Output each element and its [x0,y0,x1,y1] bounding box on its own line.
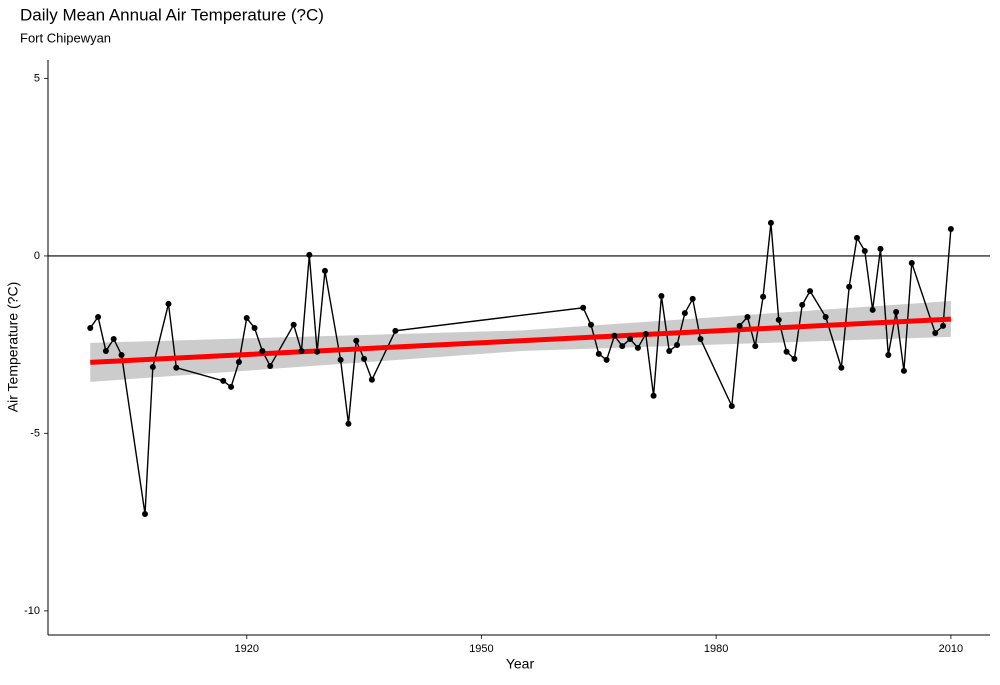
data-point [392,327,399,334]
data-point [298,348,305,355]
data-point [220,377,227,384]
data-point [361,355,368,362]
data-point [877,245,884,252]
data-point [736,322,743,329]
data-point [846,283,853,290]
x-axis-label: Year [506,656,535,672]
data-point [783,348,790,355]
data-point [321,267,328,274]
data-point [595,350,602,357]
data-point [228,383,235,390]
data-point [627,335,634,342]
data-point [853,234,860,241]
data-point [314,348,321,355]
data-point [337,356,344,363]
data-point [861,247,868,254]
y-axis-label: Air Temperature (?C) [5,282,21,412]
data-point [642,331,649,338]
data-point [619,343,626,350]
y-tick-label: -5 [30,427,40,439]
data-point [368,376,375,383]
data-point [110,335,117,342]
data-point [728,403,735,410]
x-tick-label: 1950 [469,643,493,655]
data-point [580,304,587,311]
data-point [838,364,845,371]
data-point [752,343,759,350]
data-point [634,344,641,351]
y-tick-label: -10 [24,605,40,617]
x-tick-label: 1980 [704,643,728,655]
data-point [243,315,250,322]
data-point [345,420,352,427]
data-point [173,364,180,371]
data-point [251,324,258,331]
data-point [908,260,915,267]
data-point [689,295,696,302]
data-point [306,251,313,258]
data-point [267,362,274,369]
data-point [697,335,704,342]
data-point [940,322,947,329]
data-point [603,356,610,363]
chart-title: Daily Mean Annual Air Temperature (?C) [20,5,324,24]
data-point [149,364,156,371]
data-point [658,293,665,300]
data-point [799,301,806,308]
data-point [95,313,102,320]
x-tick-label: 2010 [939,643,963,655]
data-point [290,321,297,328]
data-point [102,348,109,355]
data-point [932,329,939,336]
data-point [587,321,594,328]
x-tick-label: 1920 [234,643,258,655]
data-point [822,313,829,320]
trend-line [90,316,952,365]
data-point [259,348,266,355]
data-point [807,288,814,295]
chart-subtitle: Fort Chipewyan [20,30,111,45]
data-point [885,351,892,358]
y-tick-label: 0 [34,250,40,262]
data-point [118,351,125,358]
data-point [235,359,242,366]
data-point [681,310,688,317]
data-point [142,510,149,517]
data-point [666,348,673,355]
data-point [767,219,774,226]
data-point [947,225,954,232]
data-point [760,293,767,300]
data-point [893,309,900,316]
data-point [869,306,876,313]
data-point [611,332,618,339]
data-point [791,355,798,362]
data-point [353,337,360,344]
y-tick-label: 5 [34,72,40,84]
data-point [775,316,782,323]
data-point [900,367,907,374]
data-point [650,392,657,399]
data-point [87,324,94,331]
data-point [674,342,681,349]
data-point [744,313,751,320]
data-point [165,300,172,307]
